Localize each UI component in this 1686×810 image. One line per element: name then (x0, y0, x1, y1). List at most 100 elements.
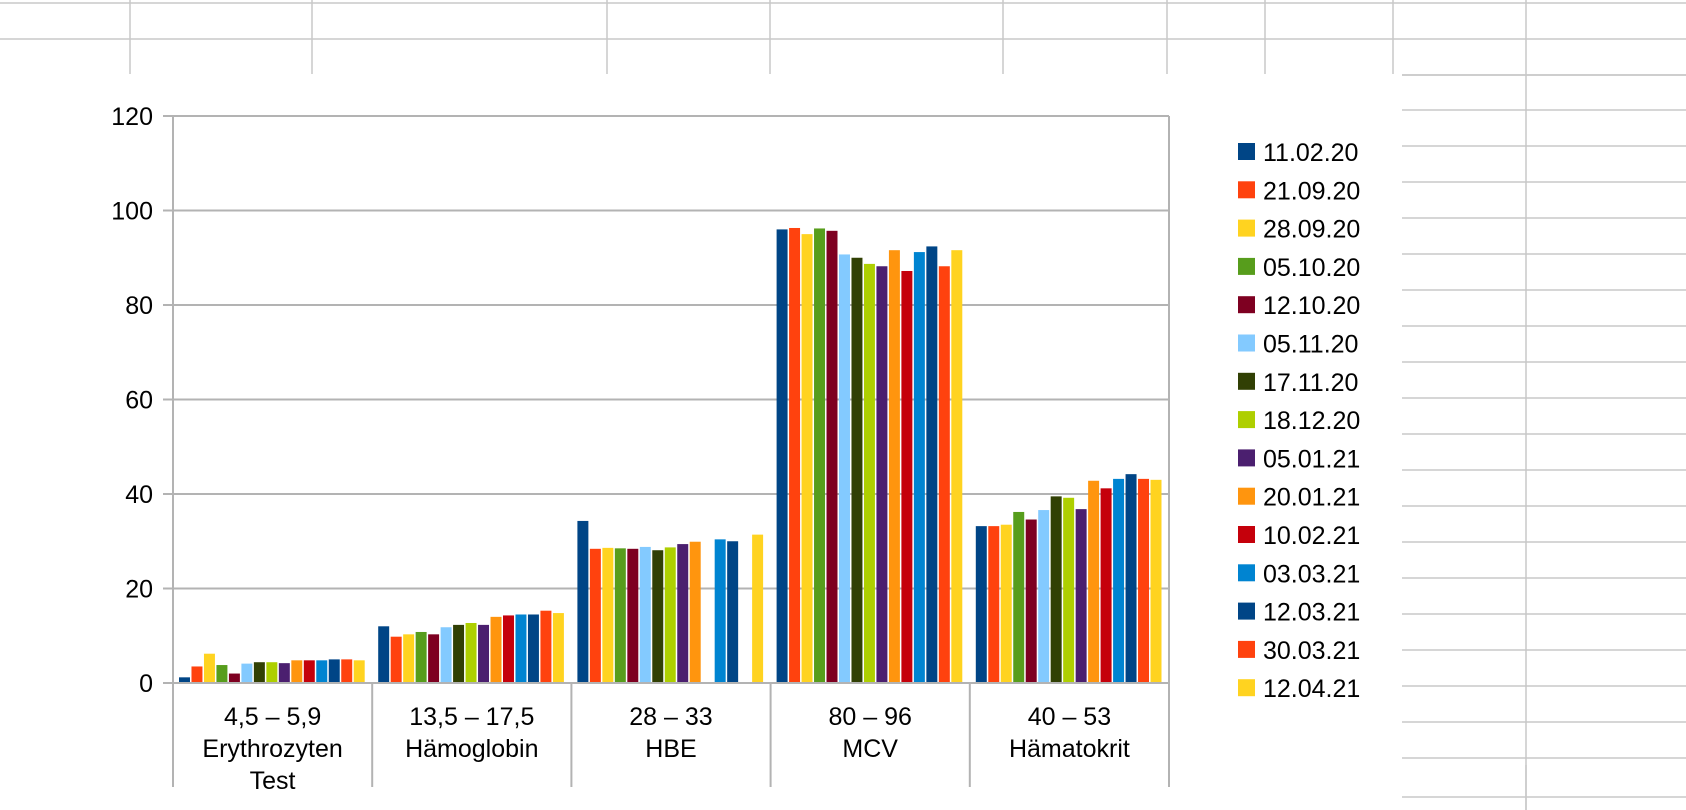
bar (1138, 478, 1150, 683)
bar (814, 228, 826, 683)
legend-item[interactable]: 20.01.21 (1238, 484, 1360, 512)
x-category-label: 13,5 – 17,5 (409, 703, 534, 731)
bar (266, 662, 278, 683)
x-category-label: HBE (645, 735, 696, 763)
legend-swatch (1238, 219, 1255, 237)
y-tick-label: 0 (139, 670, 153, 698)
axes (172, 116, 1170, 787)
chart-background[interactable] (0, 74, 1402, 810)
legend-label: 21.09.20 (1263, 177, 1360, 205)
y-tick-label: 40 (125, 481, 153, 509)
legend-label: 28.09.20 (1263, 216, 1360, 244)
legend-swatch (1238, 143, 1255, 160)
legend-item[interactable]: 10.02.21 (1238, 522, 1360, 550)
bar (826, 230, 838, 683)
bar (876, 266, 888, 683)
bar (1050, 496, 1062, 683)
bar (727, 541, 739, 683)
x-category-label: Test (250, 767, 296, 795)
bar (589, 548, 601, 683)
y-tick-label: 100 (111, 198, 153, 226)
legend-swatch (1238, 679, 1255, 697)
bar (689, 541, 701, 683)
bar (1038, 510, 1050, 683)
bar (316, 660, 328, 683)
bar (938, 266, 950, 683)
bar (1088, 480, 1100, 683)
bar (552, 613, 564, 683)
bar (415, 631, 427, 683)
legend-item[interactable]: 11.02.20 (1238, 139, 1358, 167)
x-category-label: 28 – 33 (629, 703, 712, 731)
bar (216, 665, 228, 683)
legend-swatch (1238, 449, 1255, 467)
bar (303, 660, 315, 683)
bar (926, 246, 938, 683)
y-tick-label: 20 (125, 576, 153, 604)
legend-item[interactable]: 05.01.21 (1238, 445, 1360, 473)
legend-item[interactable]: 12.10.20 (1238, 292, 1360, 320)
bar (378, 626, 390, 683)
y-axis-tick-labels: 0 20 40 60 80 100 120 (111, 103, 153, 698)
bar (975, 526, 987, 683)
legend-label: 03.03.21 (1263, 560, 1360, 588)
legend-swatch (1238, 526, 1255, 543)
bar (752, 534, 764, 683)
x-category-label: 40 – 53 (1028, 703, 1111, 731)
legend-label: 10.02.21 (1263, 522, 1360, 550)
legend-swatch (1238, 411, 1255, 429)
bar (179, 677, 190, 683)
y-tick-label: 120 (111, 103, 153, 131)
legend-item[interactable]: 17.11.20 (1238, 369, 1358, 397)
legend-swatch (1238, 257, 1255, 275)
bar-series (179, 227, 1162, 684)
plot-area[interactable]: 0 20 40 60 80 100 120 4,5 – 5,9 Erythrozyten Tes… (111, 103, 1170, 795)
legend-swatch (1238, 181, 1255, 199)
bar (1000, 524, 1012, 683)
legend-swatch (1238, 296, 1255, 314)
bar (453, 624, 465, 683)
legend-swatch (1238, 487, 1255, 505)
legend-label: 17.11.20 (1263, 369, 1358, 397)
bar (714, 539, 726, 683)
bar (478, 624, 490, 683)
bar (1150, 479, 1162, 683)
legend-item[interactable]: 05.11.20 (1238, 331, 1358, 359)
x-category-label: Hämoglobin (405, 735, 538, 763)
bar (652, 550, 664, 683)
bar (490, 616, 502, 683)
legend-item[interactable]: 12.03.21 (1238, 599, 1360, 627)
bar (801, 234, 813, 683)
bar (403, 634, 415, 683)
legend-item[interactable]: 03.03.21 (1238, 560, 1360, 588)
legend-item[interactable]: 18.12.20 (1238, 407, 1360, 435)
bar (527, 614, 539, 683)
legend-item[interactable]: 12.04.21 (1238, 675, 1360, 703)
bar (465, 622, 477, 683)
bar (913, 252, 925, 683)
bar (776, 229, 788, 683)
bar (253, 662, 265, 683)
bar (951, 250, 963, 683)
legend-label: 30.03.21 (1263, 637, 1360, 665)
bar (677, 544, 689, 683)
bar (901, 270, 913, 683)
x-category-label: Hämatokrit (1009, 735, 1130, 763)
legend-item[interactable]: 30.03.21 (1238, 637, 1360, 665)
bar (1113, 478, 1125, 683)
legend-item[interactable]: 21.09.20 (1238, 177, 1360, 205)
legend-item[interactable]: 05.10.20 (1238, 254, 1360, 282)
bar (328, 659, 340, 683)
legend-swatch (1238, 564, 1255, 582)
legend[interactable]: 11.02.20 21.09.20 28.09.20 05.10.20 12.10.20… (1238, 139, 1360, 703)
y-tick-label: 60 (125, 387, 153, 415)
legend-label: 20.01.21 (1263, 484, 1360, 512)
bar (203, 653, 215, 683)
legend-label: 12.10.20 (1263, 292, 1360, 320)
bar (390, 636, 402, 683)
bar (341, 659, 353, 683)
legend-item[interactable]: 28.09.20 (1238, 216, 1360, 244)
legend-label: 18.12.20 (1263, 407, 1360, 435)
bar (1125, 474, 1137, 683)
